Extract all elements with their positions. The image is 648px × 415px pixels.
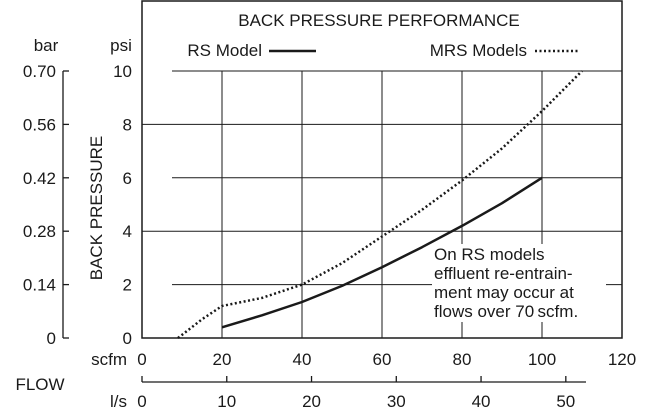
y-tick-label-bar: 0.28 bbox=[23, 222, 56, 241]
y-tick-label-psi: 10 bbox=[113, 62, 132, 81]
legend-label-mrs: MRS Models bbox=[430, 41, 527, 60]
x-unit-ls: l/s bbox=[110, 392, 127, 411]
x-tick-label-scfm: 80 bbox=[453, 350, 472, 369]
y-tick-label-psi: 0 bbox=[123, 329, 132, 348]
x-tick-label-ls: 30 bbox=[387, 392, 406, 411]
y-tick-label-bar: 0.70 bbox=[23, 62, 56, 81]
note-line: ment may occur at bbox=[434, 283, 574, 302]
x-tick-label-scfm: 20 bbox=[213, 350, 232, 369]
series-line-rs-model bbox=[221, 176, 543, 329]
y-tick-label-psi: 8 bbox=[123, 115, 132, 134]
y-tick-label-psi: 4 bbox=[123, 222, 132, 241]
series-group bbox=[177, 70, 583, 339]
legend-label-rs: RS Model bbox=[187, 41, 262, 60]
x-tick-label-scfm: 40 bbox=[293, 350, 312, 369]
note-line: flows over 70 scfm. bbox=[434, 302, 579, 321]
x-unit-scfm: scfm bbox=[91, 350, 127, 369]
rs-model-note: On RS models effluent re-entrain- ment m… bbox=[432, 244, 606, 322]
y-tick-label-bar: 0.42 bbox=[23, 169, 56, 188]
x-tick-label-ls: 0 bbox=[137, 392, 146, 411]
series-line-mrs-models bbox=[177, 70, 583, 339]
x-tick-label-scfm: 120 bbox=[608, 350, 636, 369]
y-unit-psi: psi bbox=[110, 36, 132, 55]
note-line: On RS models bbox=[434, 245, 545, 264]
y-axis-title: BACK PRESSURE bbox=[87, 136, 106, 281]
x-tick-label-ls: 10 bbox=[217, 392, 236, 411]
x-tick-label-ls: 20 bbox=[302, 392, 321, 411]
x-tick-label-scfm: 0 bbox=[137, 350, 146, 369]
y-tick-label-psi: 2 bbox=[123, 276, 132, 295]
x-axis-title: FLOW bbox=[15, 375, 64, 394]
x-tick-label-ls: 40 bbox=[472, 392, 491, 411]
x-tick-label-ls: 50 bbox=[556, 392, 575, 411]
y-tick-label-bar: 0.56 bbox=[23, 115, 56, 134]
y-tick-label-bar: 0.14 bbox=[23, 276, 56, 295]
note-line: effluent re-entrain- bbox=[434, 264, 573, 283]
x-tick-label-scfm: 100 bbox=[528, 350, 556, 369]
y-tick-label-psi: 6 bbox=[123, 169, 132, 188]
y-tick-label-bar: 0 bbox=[47, 329, 56, 348]
chart-title: BACK PRESSURE PERFORMANCE bbox=[238, 11, 520, 30]
x-tick-label-scfm: 60 bbox=[373, 350, 392, 369]
y-unit-bar: bar bbox=[34, 36, 59, 55]
